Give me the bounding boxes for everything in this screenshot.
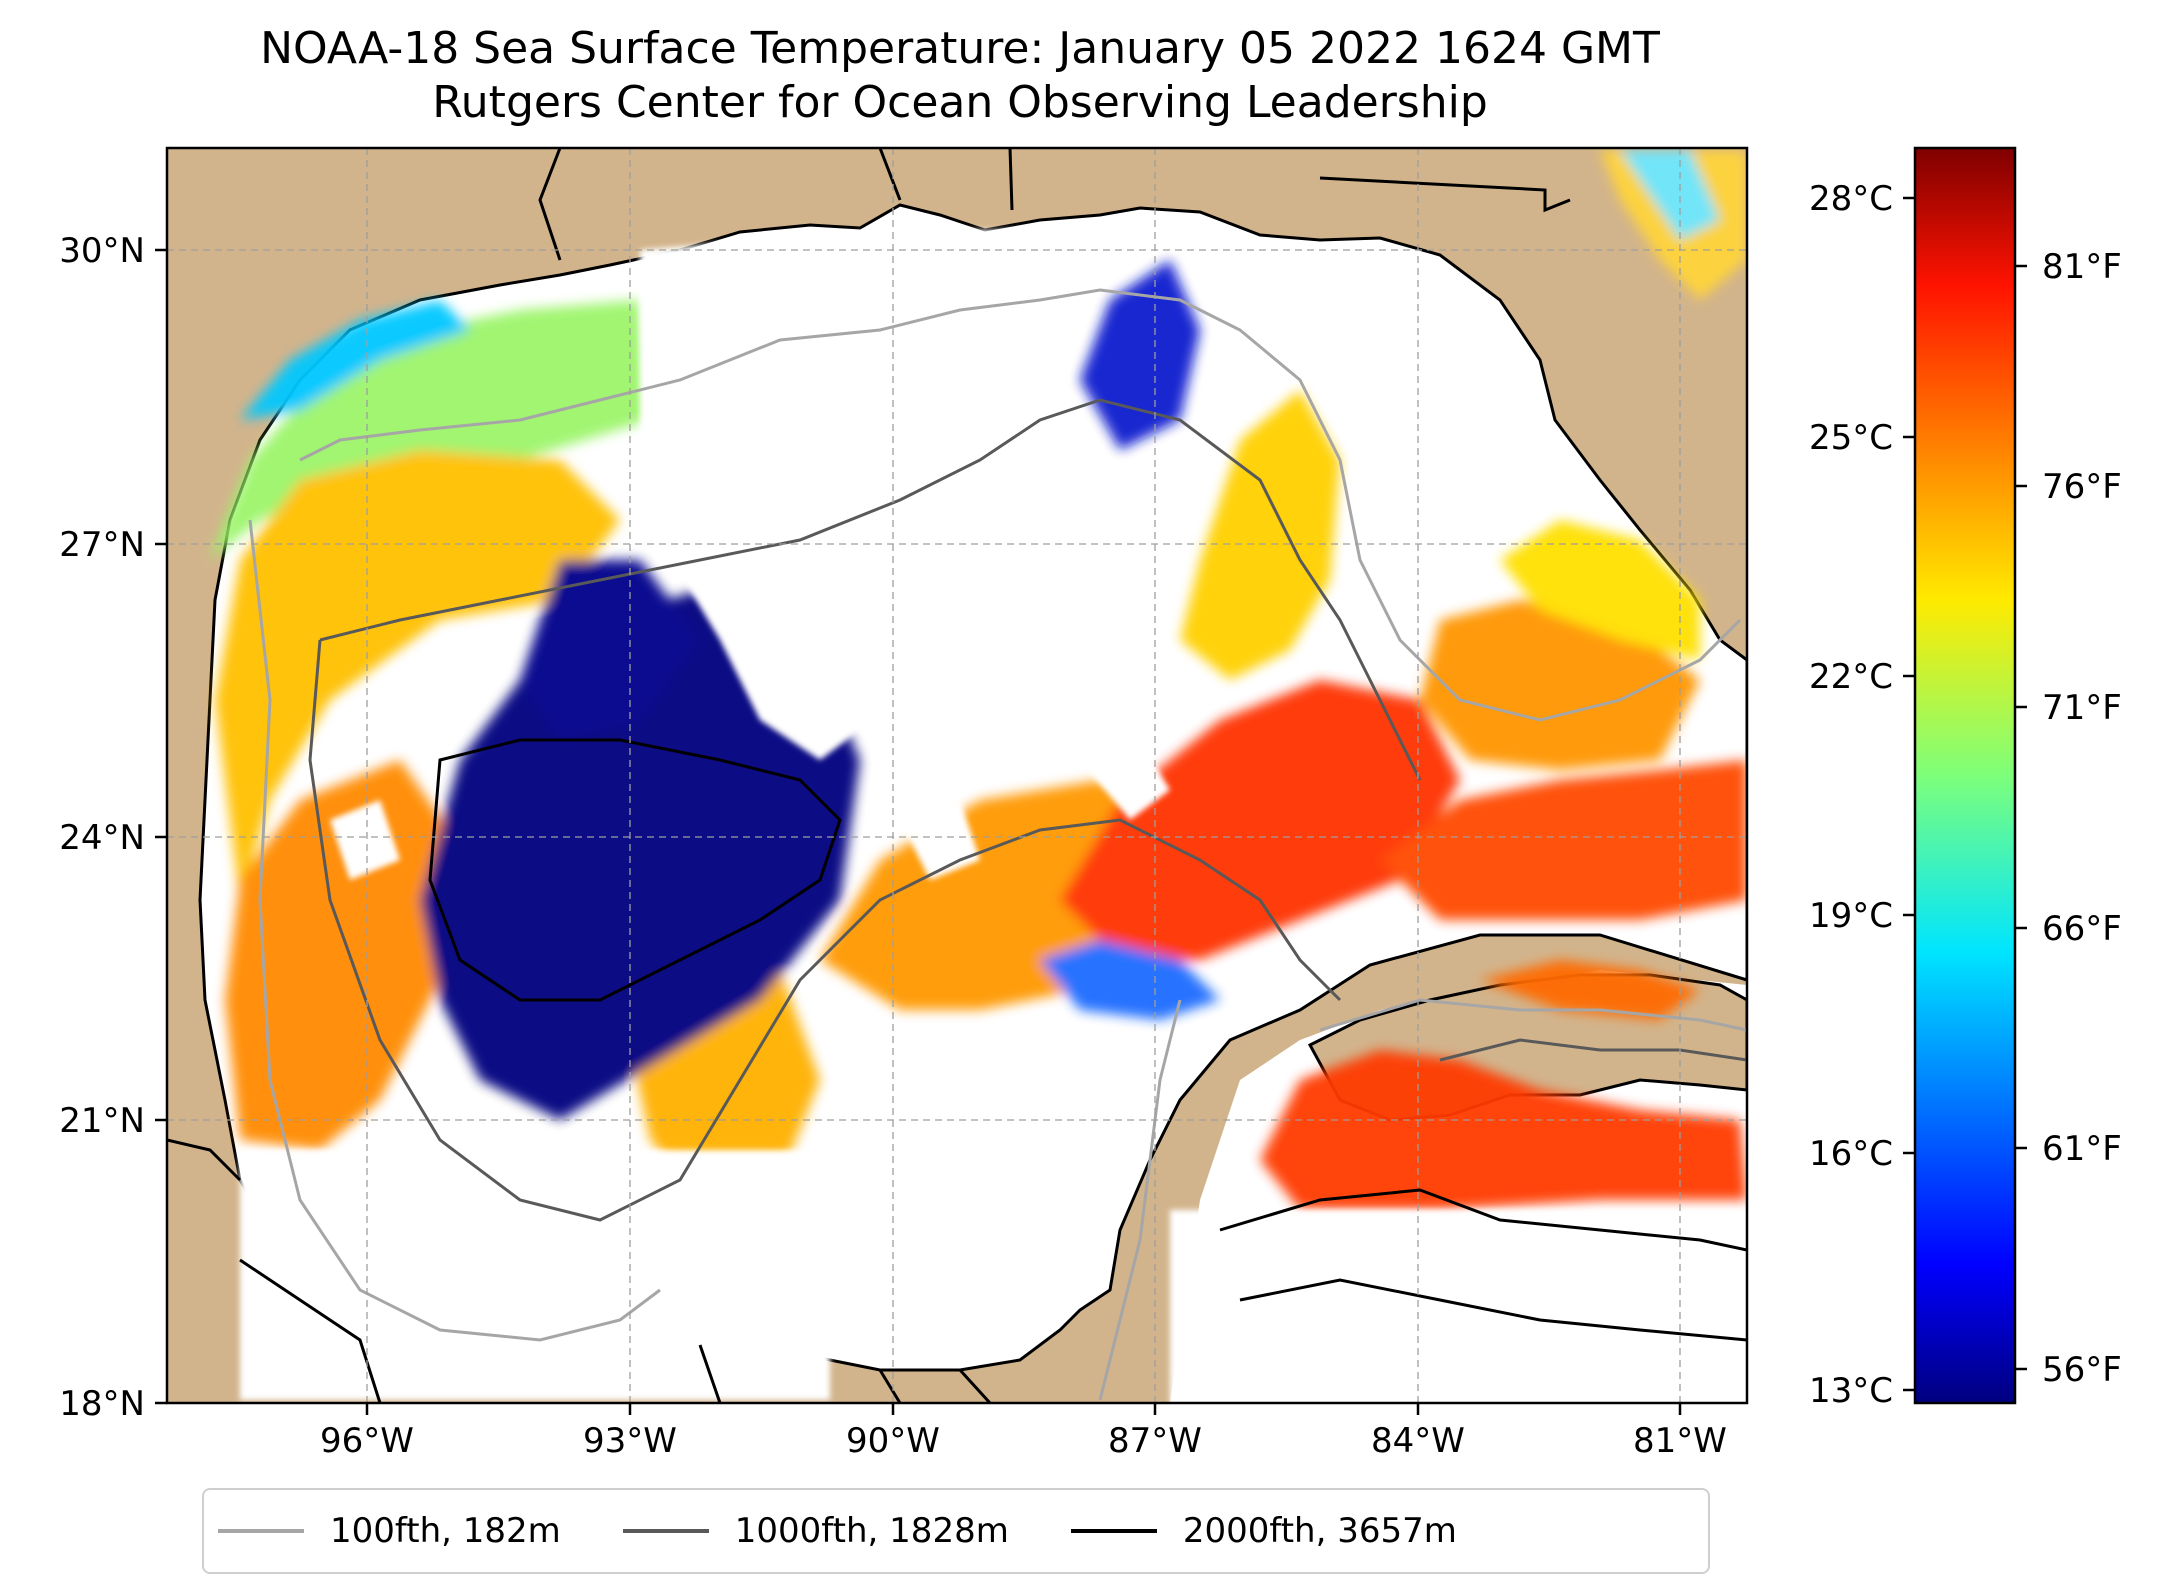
map-frame: [165, 146, 1749, 1405]
legend-item-2000fth: 2000fth, 3657m: [1070, 1511, 1457, 1551]
colorbar-c-label-25: 25°C: [1809, 418, 1893, 458]
colorbar-c-label-28: 28°C: [1809, 179, 1893, 219]
map-subtitle: Rutgers Center for Ocean Observing Leade…: [432, 77, 1488, 128]
legend-label-1000fth: 1000fth, 1828m: [734, 1511, 1009, 1551]
lon-label-84w: 84°W: [1371, 1421, 1465, 1461]
colorbar-c-label-22: 22°C: [1809, 657, 1893, 697]
bathymetry-contours: [248, 288, 1747, 1401]
lat-label-27n: 27°N: [59, 525, 145, 565]
colorbar: [1913, 146, 2017, 1405]
legend-swatch-100fth: [218, 1529, 304, 1533]
lat-label-21n: 21°N: [59, 1101, 145, 1141]
borders: [167, 148, 1571, 1403]
colorbar-fahrenheit-ticks: [2015, 264, 2027, 1371]
lat-label-18n: 18°N: [59, 1384, 145, 1424]
colorbar-c-label-19: 19°C: [1809, 896, 1893, 936]
colorbar-celsius-ticks: [1903, 196, 1915, 1392]
colorbar-f-label-56: 56°F: [2042, 1350, 2122, 1390]
colorbar-f-label-66: 66°F: [2042, 909, 2122, 949]
legend-swatch-2000fth: [1070, 1529, 1157, 1533]
map-title: NOAA-18 Sea Surface Temperature: January…: [260, 23, 1660, 74]
colorbar-c-label-13: 13°C: [1809, 1371, 1893, 1411]
gridlines: [167, 148, 1747, 1403]
legend-label-2000fth: 2000fth, 3657m: [1182, 1511, 1457, 1551]
legend-label-100fth: 100fth, 182m: [330, 1511, 561, 1551]
legend-item-1000fth: 1000fth, 1828m: [622, 1511, 1009, 1551]
sst-field: [210, 150, 1747, 1403]
legend-swatch-1000fth: [622, 1529, 709, 1533]
lon-label-87w: 87°W: [1108, 1421, 1202, 1461]
colorbar-f-label-76: 76°F: [2042, 467, 2122, 507]
colorbar-c-label-16: 16°C: [1809, 1134, 1893, 1174]
lat-label-30n: 30°N: [59, 231, 145, 271]
lon-label-96w: 96°W: [320, 1421, 414, 1461]
lon-label-93w: 93°W: [583, 1421, 677, 1461]
contour-legend: 100fth, 182m 1000fth, 1828m 2000fth, 365…: [202, 1488, 1710, 1574]
colorbar-f-label-71: 71°F: [2042, 688, 2122, 728]
colorbar-f-label-81: 81°F: [2042, 247, 2122, 287]
map-area: [167, 148, 1747, 1403]
lon-label-90w: 90°W: [846, 1421, 940, 1461]
colorbar-f-label-61: 61°F: [2042, 1129, 2122, 1169]
lat-label-24n: 24°N: [59, 818, 145, 858]
lon-label-81w: 81°W: [1633, 1421, 1727, 1461]
legend-item-100fth: 100fth, 182m: [218, 1511, 561, 1551]
map-figure: 30°N 27°N 24°N 21°N 18°N 96°W 93°W 90°W …: [59, 146, 2122, 1461]
axis-ticks: [155, 248, 1682, 1415]
